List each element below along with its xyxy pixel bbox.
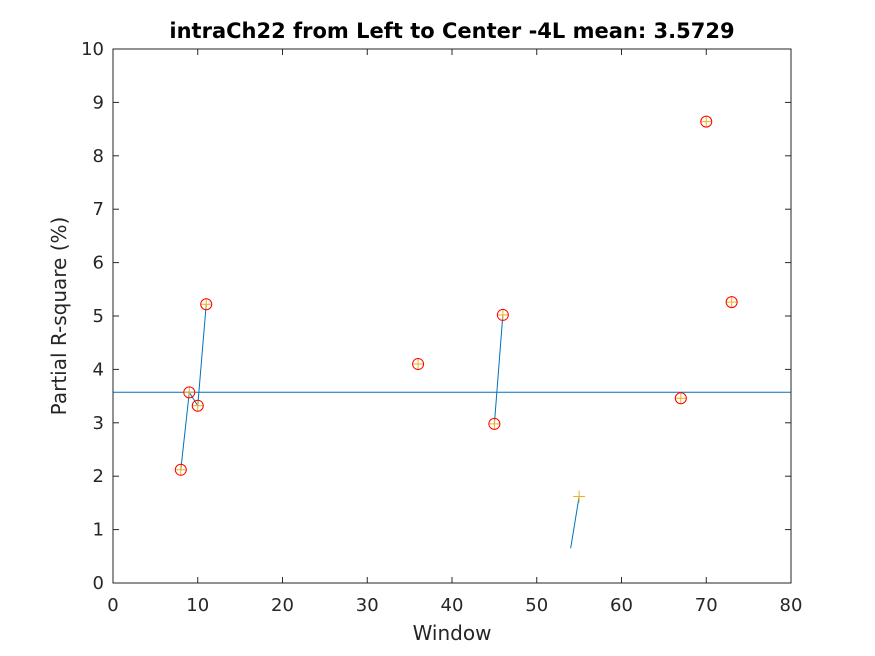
- data-point-7: [496, 308, 509, 321]
- x-tick-label: 60: [610, 595, 633, 616]
- circle-marker: [412, 358, 425, 371]
- circle-marker: [200, 298, 213, 311]
- circle-marker: [674, 392, 687, 405]
- circle-marker: [496, 308, 509, 321]
- y-tick-label: 5: [93, 306, 104, 327]
- y-tick-label: 1: [93, 520, 104, 541]
- circle-marker: [488, 417, 501, 430]
- x-tick-label: 20: [271, 595, 294, 616]
- data-point-10: [700, 115, 713, 128]
- data-point-6: [488, 417, 501, 430]
- data-point-5: [412, 358, 425, 371]
- y-tick-label: 9: [93, 92, 104, 113]
- data-point-4: [200, 298, 213, 311]
- data-point-1: [174, 463, 187, 476]
- x-axis-label: Window: [413, 621, 492, 645]
- data-point-3: [191, 399, 204, 412]
- data-point-9: [674, 392, 687, 405]
- y-axis-label: Partial R-square (%): [47, 217, 71, 416]
- x-tick-label: 30: [356, 595, 379, 616]
- y-tick-label: 4: [93, 359, 104, 380]
- data-point-11: [725, 296, 738, 309]
- y-tick-label: 2: [93, 466, 104, 487]
- x-tick-label: 70: [695, 595, 718, 616]
- x-tick-label: 0: [107, 595, 118, 616]
- circle-marker: [700, 115, 713, 128]
- x-tick-label: 80: [780, 595, 803, 616]
- chart-marks: [113, 115, 791, 549]
- data-point-8: [573, 490, 586, 503]
- y-tick-label: 0: [93, 573, 104, 594]
- y-tick-label: 6: [93, 253, 104, 274]
- circle-marker: [183, 386, 196, 399]
- circle-marker: [191, 399, 204, 412]
- series-line-3: [570, 496, 580, 549]
- x-tick-label: 10: [186, 595, 209, 616]
- y-tick-label: 8: [93, 146, 104, 167]
- plot-area: [113, 49, 791, 583]
- x-tick-label: 40: [441, 595, 464, 616]
- y-tick-label: 7: [93, 199, 104, 220]
- circle-marker: [725, 296, 738, 309]
- chart-title: intraCh22 from Left to Center -4L mean: …: [169, 19, 734, 43]
- series-line-2: [493, 314, 504, 424]
- series-line-1: [180, 304, 207, 470]
- x-tick-label: 50: [525, 595, 548, 616]
- y-tick-label: 3: [93, 413, 104, 434]
- axis-ticks: 0 10 20 30 40 50 60 70 80 0 1 2 3 4 5 6 7 8 9 10: [81, 39, 802, 616]
- y-tick-label: 10: [81, 39, 104, 60]
- data-point-2: [183, 386, 196, 399]
- circle-marker: [174, 463, 187, 476]
